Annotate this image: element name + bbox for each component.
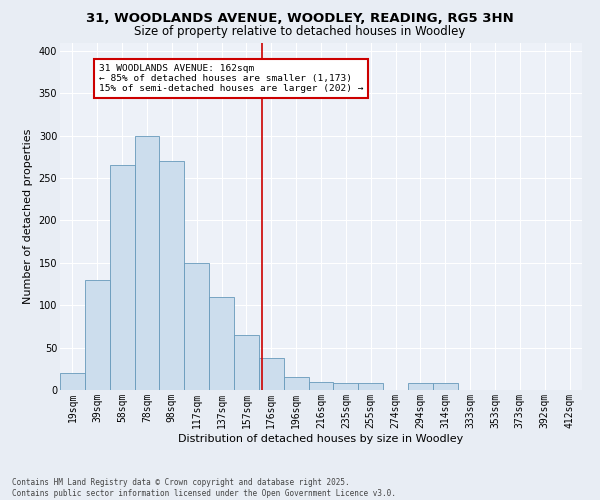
Bar [60, 373, 85, 390]
Bar [334, 383, 358, 390]
Bar [134, 136, 160, 390]
Text: Size of property relative to detached houses in Woodley: Size of property relative to detached ho… [134, 25, 466, 38]
Bar [308, 382, 334, 390]
Bar [110, 166, 134, 390]
Bar [234, 335, 259, 390]
Bar [284, 378, 308, 390]
Bar [160, 161, 184, 390]
Text: 31 WOODLANDS AVENUE: 162sqm
← 85% of detached houses are smaller (1,173)
15% of : 31 WOODLANDS AVENUE: 162sqm ← 85% of det… [98, 64, 363, 94]
Bar [259, 358, 284, 390]
Bar [85, 280, 110, 390]
X-axis label: Distribution of detached houses by size in Woodley: Distribution of detached houses by size … [178, 434, 464, 444]
Text: Contains HM Land Registry data © Crown copyright and database right 2025.
Contai: Contains HM Land Registry data © Crown c… [12, 478, 396, 498]
Y-axis label: Number of detached properties: Number of detached properties [23, 128, 33, 304]
Bar [433, 383, 458, 390]
Text: 31, WOODLANDS AVENUE, WOODLEY, READING, RG5 3HN: 31, WOODLANDS AVENUE, WOODLEY, READING, … [86, 12, 514, 26]
Bar [358, 383, 383, 390]
Bar [408, 383, 433, 390]
Bar [184, 263, 209, 390]
Bar [209, 297, 234, 390]
